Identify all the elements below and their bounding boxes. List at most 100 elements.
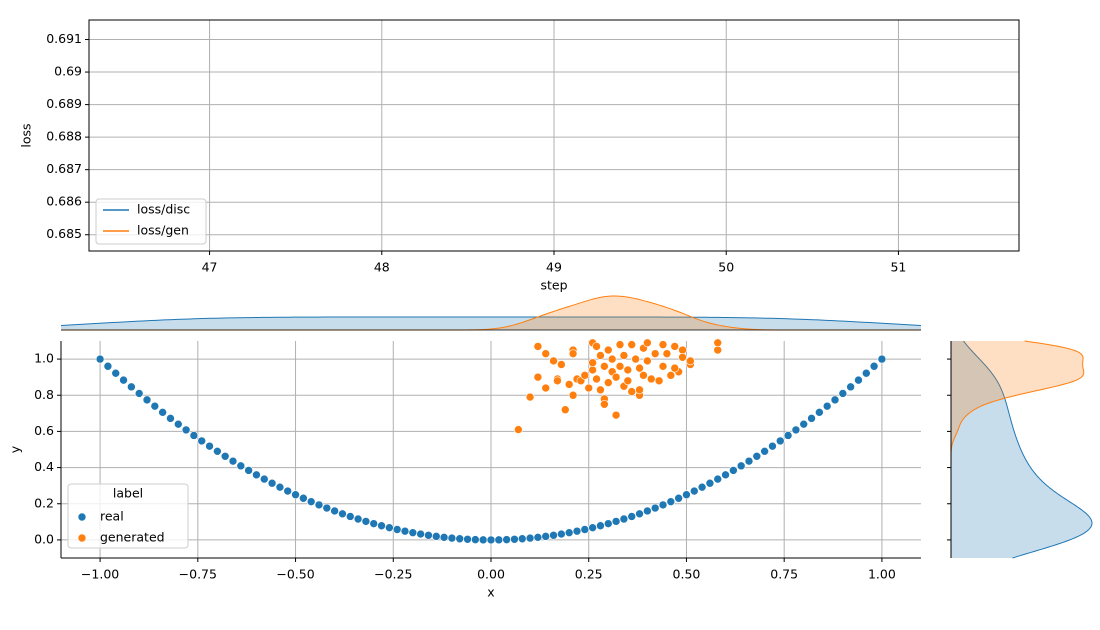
scatter-point	[752, 451, 762, 461]
scatter-point	[760, 447, 769, 456]
scatter-point	[654, 376, 664, 386]
scatter-point	[181, 425, 191, 435]
kde-fill	[951, 341, 1092, 558]
x-axis-label: step	[540, 278, 567, 293]
scatter-point	[588, 365, 597, 375]
scatter-point	[541, 383, 551, 393]
x-tick-label: 0.00	[477, 567, 505, 582]
scatter-point	[127, 382, 136, 392]
x-tick-label: −0.75	[179, 567, 217, 582]
scatter-point	[220, 451, 230, 461]
scatter-point	[150, 401, 160, 411]
scatter-point	[713, 474, 723, 484]
x-axis-label: x	[487, 585, 494, 600]
scatter-point	[95, 354, 105, 364]
legend-label: real	[100, 509, 124, 524]
y-tick-label: 0.686	[46, 194, 82, 209]
scatter-point	[267, 478, 277, 488]
scatter-point	[557, 529, 566, 539]
y-tick-label: 0.689	[46, 96, 82, 111]
scatter-point	[197, 436, 207, 446]
scatter-point	[275, 482, 285, 492]
scatter-point	[369, 519, 379, 528]
y-tick-label: 0.687	[46, 161, 82, 176]
scatter-point	[580, 525, 590, 534]
scatter-point	[600, 399, 609, 409]
scatter-point	[345, 512, 355, 521]
kde-line	[963, 340, 1093, 559]
scatter-point	[478, 535, 488, 545]
scatter-point	[674, 493, 683, 503]
scatter-point	[592, 374, 601, 384]
scatter-point	[514, 425, 523, 434]
kde-fill	[61, 316, 921, 330]
scatter-point	[584, 383, 594, 393]
scatter-point	[502, 535, 511, 544]
scatter-point	[259, 474, 269, 484]
scatter-point	[471, 535, 480, 544]
scatter-point	[525, 533, 535, 543]
scatter-point	[600, 362, 609, 371]
x-tick-label: 49	[546, 260, 562, 275]
scatter-point	[533, 372, 543, 382]
scatter-point	[658, 500, 668, 510]
scatter-point	[236, 461, 246, 471]
scatter-point	[713, 338, 723, 348]
scatter-point	[580, 371, 590, 380]
y-tick-label: 0.6	[34, 423, 54, 438]
scatter-point	[807, 414, 816, 423]
scatter-point	[592, 342, 601, 351]
scatter-point	[549, 530, 558, 540]
legend-swatch	[77, 533, 87, 543]
scatter-point	[619, 514, 629, 524]
scatter-point	[670, 342, 680, 351]
y-tick-label: 0.688	[46, 129, 82, 144]
y-tick-label: 0.69	[54, 64, 82, 79]
y-tick-label: 0.691	[46, 31, 82, 46]
scatter-point	[815, 408, 824, 417]
scatter-point	[643, 356, 652, 366]
scatter-point	[568, 349, 578, 358]
scatter-point	[662, 349, 672, 358]
scatter-point	[557, 360, 566, 369]
scatter-point	[670, 363, 680, 373]
scatter-point	[455, 534, 465, 544]
scatter-point	[627, 387, 637, 396]
scatter-point	[572, 526, 582, 536]
scatter-point	[603, 345, 613, 355]
scatter-point	[596, 521, 605, 531]
scatter-point	[408, 528, 418, 537]
x-tick-label: 0.50	[673, 567, 701, 582]
scatter-point	[689, 486, 699, 496]
scatter-point	[768, 441, 777, 451]
x-tick-label: 47	[202, 260, 218, 275]
scatter-point	[494, 535, 504, 545]
scatter-point	[697, 482, 707, 492]
y-tick-label: 0.8	[34, 387, 54, 402]
scatter-point	[142, 395, 152, 405]
y-tick-label: 0.4	[34, 459, 54, 474]
scatter-point	[705, 478, 715, 488]
scatter-point	[431, 532, 441, 541]
scatter-point	[400, 526, 410, 536]
scatter-point	[658, 340, 668, 349]
scatter-point	[564, 528, 574, 537]
scatter-point	[525, 392, 535, 402]
scatter-point	[119, 375, 128, 385]
x-tick-label: 51	[890, 260, 906, 275]
legend-label: loss/gen	[137, 223, 189, 238]
scatter-point	[322, 503, 332, 513]
scatter-point	[791, 425, 801, 435]
scatter-point	[627, 512, 637, 521]
scatter-point	[611, 410, 621, 420]
scatter-point	[775, 436, 785, 446]
scatter-point	[615, 362, 625, 371]
scatter-point	[553, 376, 562, 386]
scatter-point	[463, 534, 472, 544]
scatter-point	[588, 523, 597, 532]
scatter-point	[392, 525, 402, 534]
scatter-point	[838, 389, 848, 398]
scatter-point	[314, 500, 324, 510]
y-axis-label: y	[8, 445, 23, 453]
